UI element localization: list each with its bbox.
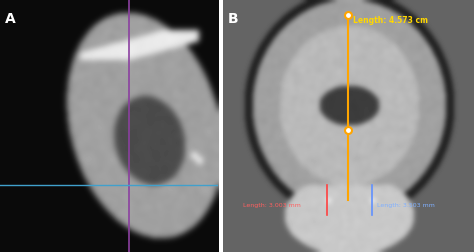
Text: Length: 3.003 mm: Length: 3.003 mm xyxy=(243,203,301,208)
Text: B: B xyxy=(228,12,238,26)
Text: Length: 4.573 cm: Length: 4.573 cm xyxy=(354,16,428,25)
Text: A: A xyxy=(5,12,16,26)
Text: Length: 3.503 mm: Length: 3.503 mm xyxy=(377,203,435,208)
